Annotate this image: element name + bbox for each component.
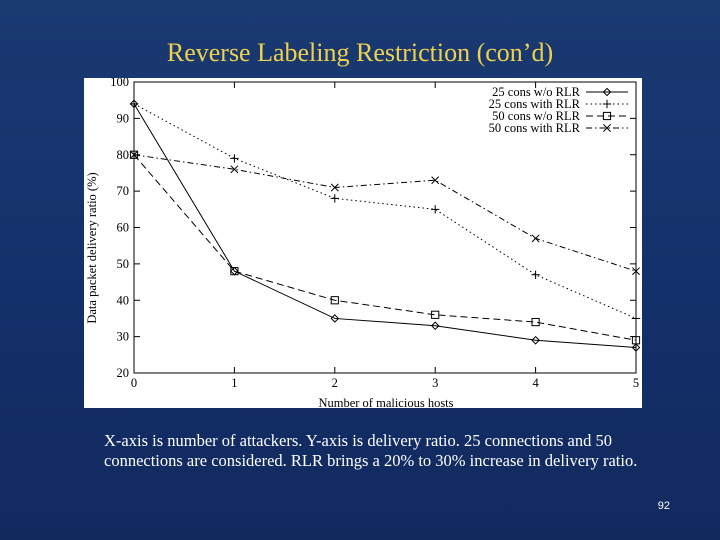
y-tick-label: 30 [117,330,130,344]
data-point [330,296,339,305]
data-point [602,111,612,121]
series-line [133,154,637,341]
legend-label: 50 cons with RLR [489,121,581,135]
series-line [133,154,637,272]
chart-panel: 20 30 40 50 60 70 80 90 100 0 1 2 3 4 5 25 cons w/o RL… [84,78,642,408]
data-point [129,99,139,109]
y-tick-label: 70 [117,184,130,198]
x-axis-label: Number of malicious hosts [318,396,453,408]
data-point [330,194,339,203]
data-point [631,336,641,345]
x-tick-label: 4 [532,376,539,390]
y-tick-label: 80 [117,148,130,162]
series-25-cons-with-rlr [129,99,641,323]
legend-label: 50 cons w/o RLR [492,109,581,123]
data-point [230,154,239,163]
data-point [330,183,339,192]
data-point [129,150,139,159]
data-point [603,124,611,132]
series-50-cons-w-o-rlr [129,150,641,345]
series-25-cons-w-o-rlr [129,99,641,352]
data-point [130,150,138,159]
data-point [631,343,641,352]
x-tick-label: 2 [332,376,338,390]
data-point [531,317,540,327]
y-tick-label: 50 [117,257,130,271]
legend-label: 25 cons with RLR [489,97,581,111]
legend-label: 25 cons w/o RLR [492,85,581,99]
y-tick-label: 60 [117,221,130,235]
x-tick-label: 1 [231,376,237,390]
data-point [431,176,440,185]
series-line [133,103,637,319]
data-point [431,310,440,319]
series-line [133,103,637,349]
y-tick-label: 90 [117,111,130,125]
x-tick-label: 0 [131,376,137,390]
data-point [230,165,239,174]
x-tick-label: 5 [633,376,639,390]
data-point [602,87,612,97]
data-point [230,267,239,276]
data-point [330,314,340,323]
data-point [531,234,540,243]
data-point [531,270,540,279]
data-point [632,267,640,276]
y-tick-label: 100 [110,78,129,89]
y-tick-label: 40 [117,293,130,307]
y-tick-label: 20 [117,366,130,380]
data-point [602,99,612,109]
data-point [631,314,641,323]
x-tick-label: 3 [432,376,438,390]
data-point [531,335,540,345]
y-axis-label: Data packet delivery ratio (%) [85,172,99,323]
slide-title: Reverse Labeling Restriction (con’d) [166,38,554,67]
slide-caption: X-axis is number of attackers. Y-axis is… [104,431,638,471]
data-point [431,205,440,214]
line-chart: 20 30 40 50 60 70 80 90 100 0 1 2 3 4 5 25 cons w/o RL… [85,78,641,408]
series-50-cons-with-rlr [130,150,640,276]
data-point [430,321,440,331]
page-number: 92 [657,500,670,512]
